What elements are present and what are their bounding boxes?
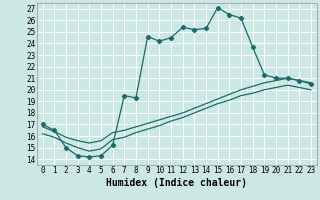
X-axis label: Humidex (Indice chaleur): Humidex (Indice chaleur) <box>106 178 247 188</box>
